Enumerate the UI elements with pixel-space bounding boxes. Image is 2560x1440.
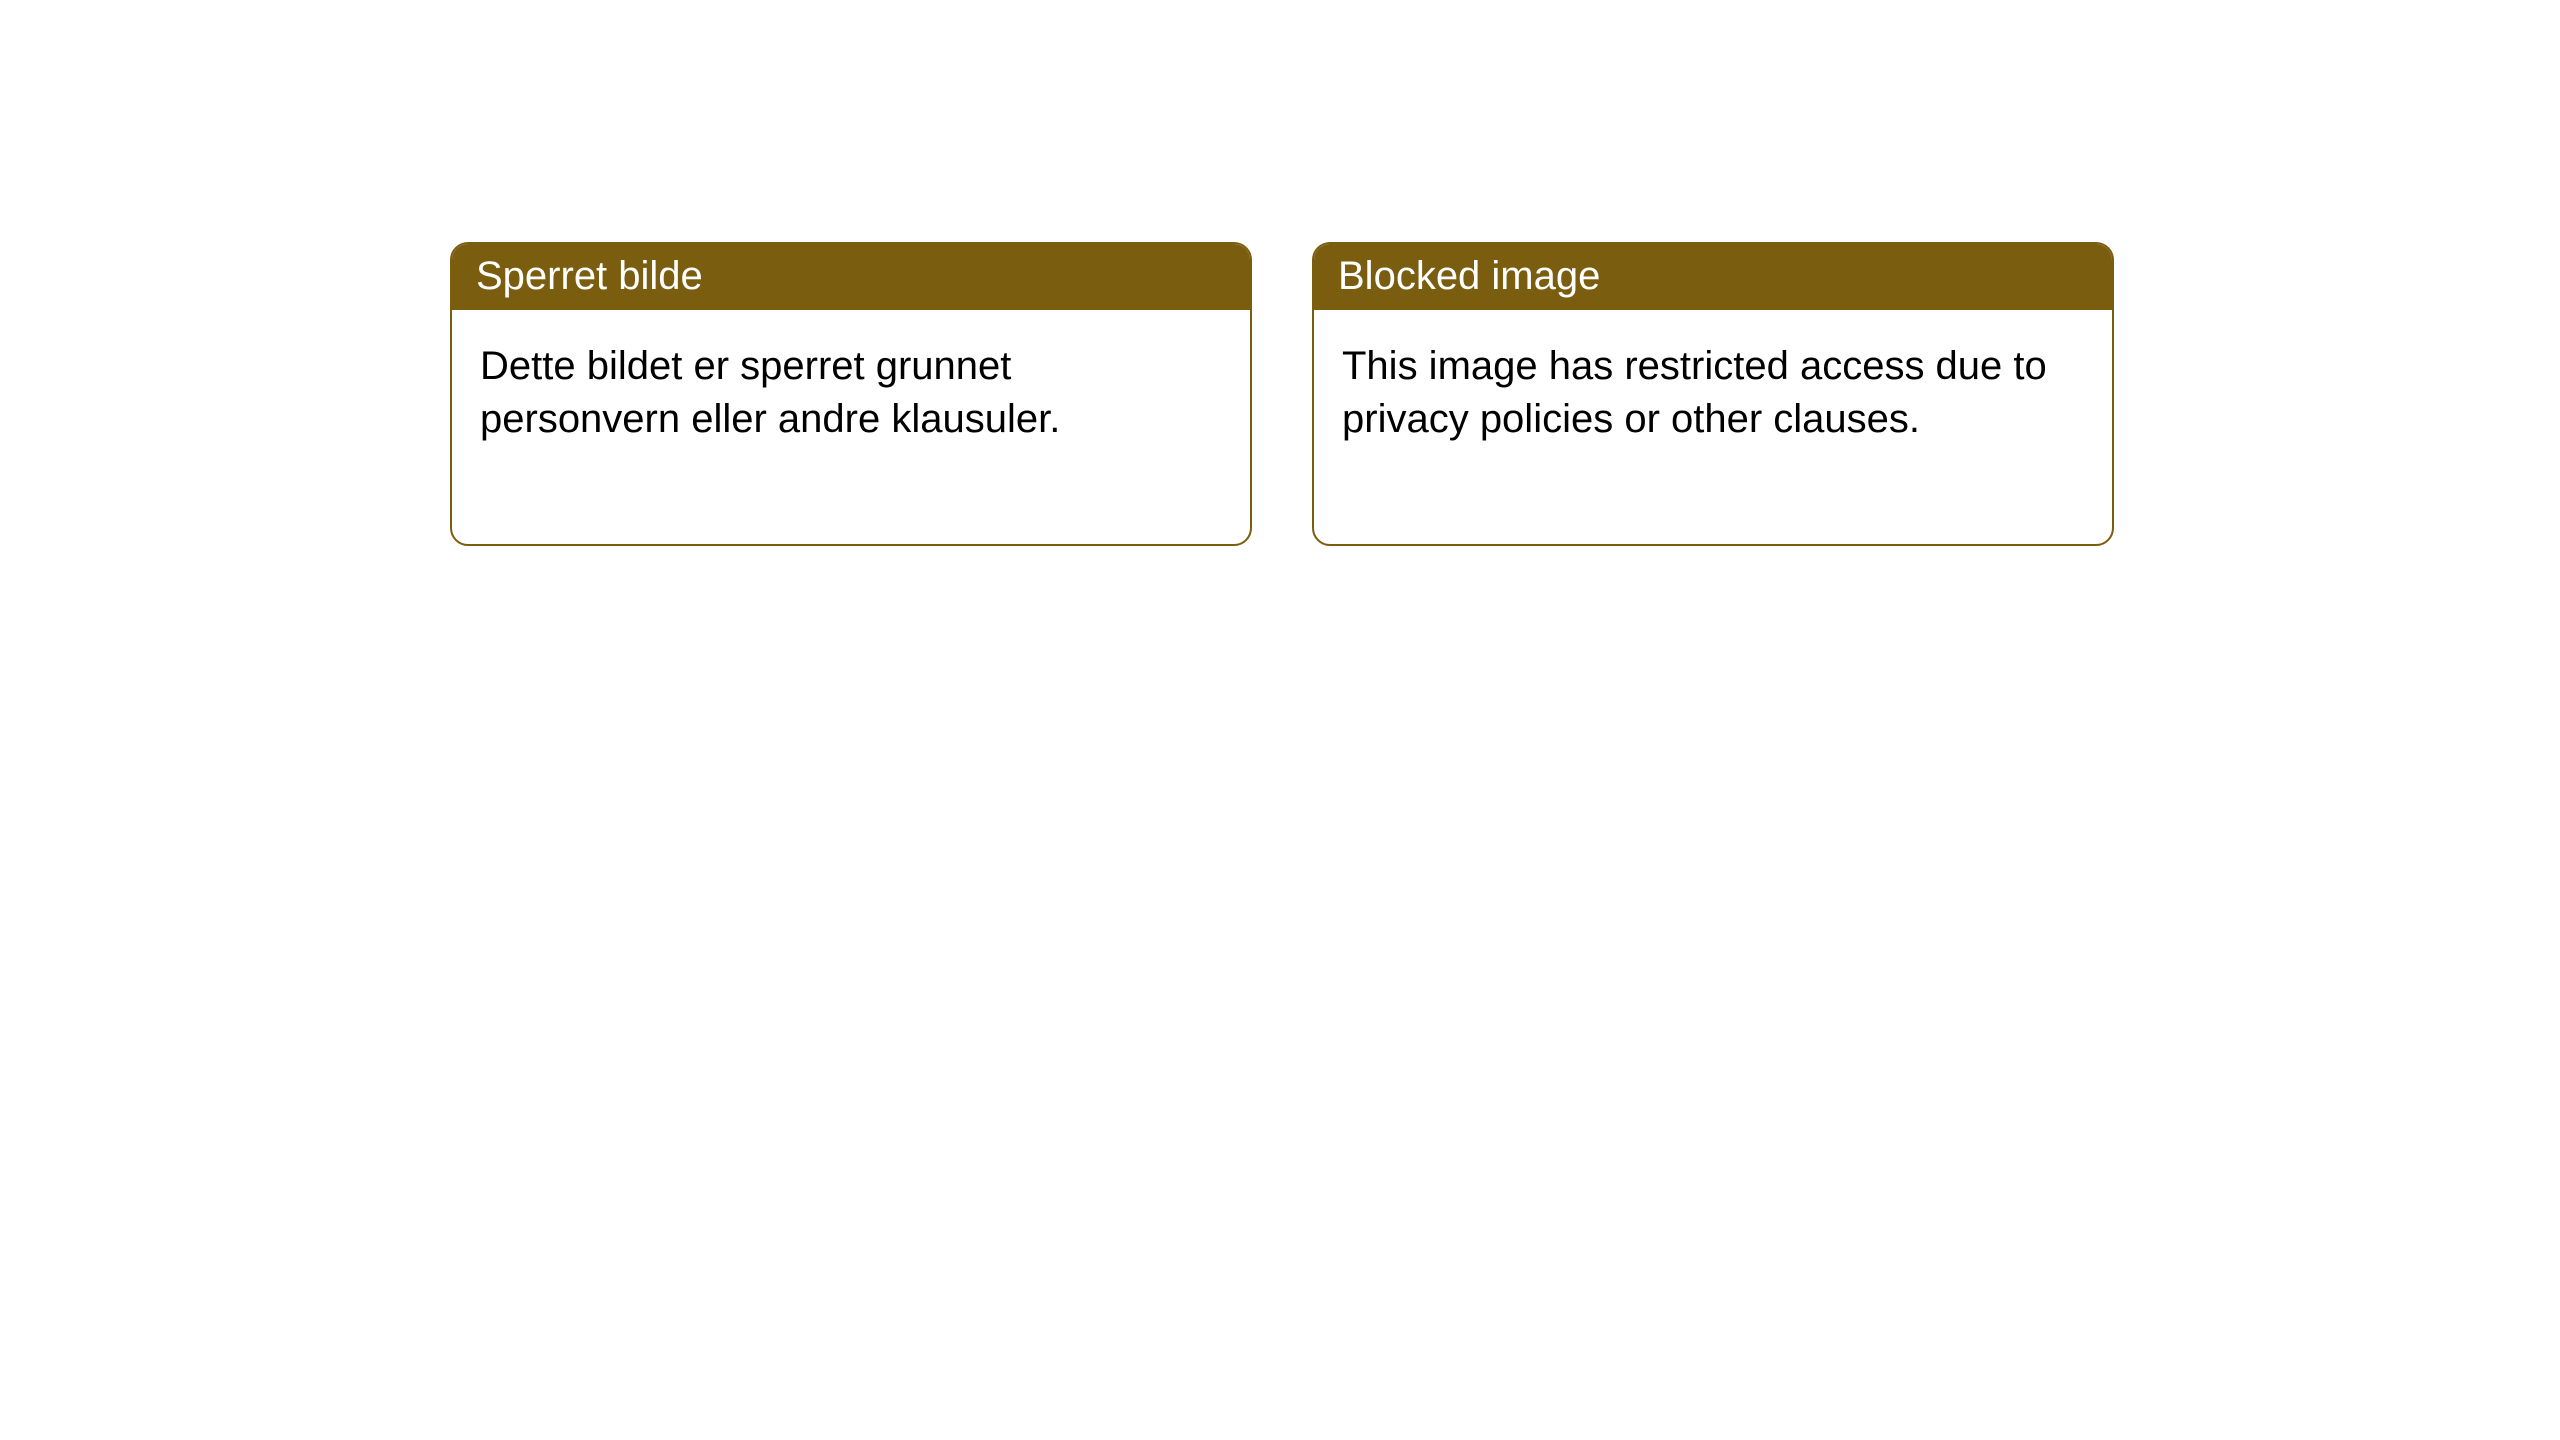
blocked-image-card-no: Sperret bilde Dette bildet er sperret gr… bbox=[450, 242, 1252, 546]
card-title: Sperret bilde bbox=[452, 244, 1250, 310]
card-body-text: Dette bildet er sperret grunnet personve… bbox=[452, 310, 1250, 544]
card-title: Blocked image bbox=[1314, 244, 2112, 310]
blocked-image-card-en: Blocked image This image has restricted … bbox=[1312, 242, 2114, 546]
card-body-text: This image has restricted access due to … bbox=[1314, 310, 2112, 544]
